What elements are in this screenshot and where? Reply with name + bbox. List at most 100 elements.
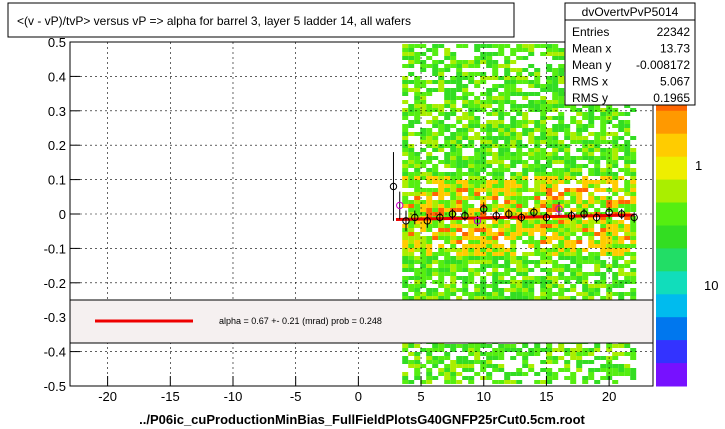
- heatmap-cell: [426, 144, 433, 148]
- heatmap-cell: [516, 120, 523, 124]
- heatmap-cell: [612, 176, 619, 180]
- heatmap-cell: [576, 252, 583, 256]
- heatmap-cell: [420, 276, 427, 280]
- heatmap-cell: [456, 344, 463, 348]
- heatmap-cell: [402, 128, 409, 132]
- heatmap-cell: [462, 224, 469, 228]
- heatmap-cell: [450, 244, 457, 248]
- heatmap-cell: [570, 160, 577, 164]
- heatmap-cell: [624, 244, 631, 248]
- heatmap-cell: [540, 348, 547, 352]
- heatmap-cell: [582, 228, 589, 232]
- heatmap-cell: [630, 268, 637, 272]
- heatmap-cell: [582, 200, 589, 204]
- heatmap-cell: [516, 232, 523, 236]
- colorbar-segment: [656, 363, 687, 387]
- heatmap-cell: [462, 208, 469, 212]
- heatmap-cell: [474, 244, 481, 248]
- heatmap-cell: [486, 240, 493, 244]
- heatmap-cell: [504, 232, 511, 236]
- heatmap-cell: [468, 92, 475, 96]
- heatmap-cell: [408, 248, 415, 252]
- heatmap-cell: [522, 132, 529, 136]
- heatmap-cell: [540, 252, 547, 256]
- heatmap-cell: [540, 128, 547, 132]
- heatmap-cell: [438, 372, 445, 376]
- heatmap-cell: [612, 260, 619, 264]
- heatmap-cell: [402, 264, 409, 268]
- heatmap-cell: [630, 356, 637, 360]
- heatmap-cell: [480, 188, 487, 192]
- heatmap-cell: [444, 352, 451, 356]
- heatmap-cell: [600, 108, 607, 112]
- heatmap-cell: [462, 44, 469, 48]
- heatmap-cell: [420, 204, 427, 208]
- heatmap-cell: [474, 272, 481, 276]
- heatmap-cell: [546, 276, 553, 280]
- heatmap-cell: [510, 92, 517, 96]
- heatmap-cell: [486, 236, 493, 240]
- heatmap-cell: [612, 372, 619, 376]
- heatmap-cell: [414, 188, 421, 192]
- heatmap-cell: [450, 380, 457, 384]
- heatmap-cell: [438, 132, 445, 136]
- heatmap-cell: [564, 296, 571, 300]
- heatmap-cell: [522, 92, 529, 96]
- heatmap-cell: [522, 240, 529, 244]
- heatmap-cell: [504, 204, 511, 208]
- heatmap-cell: [420, 224, 427, 228]
- heatmap-cell: [552, 200, 559, 204]
- heatmap-cell: [600, 232, 607, 236]
- heatmap-cell: [516, 192, 523, 196]
- heatmap-cell: [600, 272, 607, 276]
- heatmap-cell: [480, 104, 487, 108]
- heatmap-cell: [534, 104, 541, 108]
- heatmap-cell: [522, 76, 529, 80]
- heatmap-cell: [612, 152, 619, 156]
- heatmap-cell: [480, 80, 487, 84]
- heatmap-cell: [432, 48, 439, 52]
- heatmap-cell: [510, 356, 517, 360]
- heatmap-cell: [420, 200, 427, 204]
- heatmap-cell: [546, 88, 553, 92]
- heatmap-cell: [432, 192, 439, 196]
- heatmap-cell: [408, 88, 415, 92]
- heatmap-cell: [534, 144, 541, 148]
- heatmap-cell: [438, 88, 445, 92]
- heatmap-cell: [594, 256, 601, 260]
- heatmap-cell: [612, 148, 619, 152]
- colorbar-segment: [656, 340, 687, 364]
- heatmap-cell: [600, 252, 607, 256]
- heatmap-cell: [426, 256, 433, 260]
- heatmap-cell: [468, 360, 475, 364]
- heatmap-cell: [456, 108, 463, 112]
- heatmap-cell: [474, 292, 481, 296]
- heatmap-cell: [450, 88, 457, 92]
- heatmap-cell: [450, 152, 457, 156]
- heatmap-cell: [630, 156, 637, 160]
- y-tick-label: -0.5: [44, 379, 66, 394]
- x-tick-label: -15: [161, 389, 180, 404]
- heatmap-cell: [468, 60, 475, 64]
- heatmap-cell: [630, 296, 637, 300]
- heatmap-cell: [450, 132, 457, 136]
- heatmap-cell: [444, 256, 451, 260]
- heatmap-cell: [534, 72, 541, 76]
- heatmap-cell: [564, 152, 571, 156]
- heatmap-cell: [474, 136, 481, 140]
- heatmap-cell: [558, 228, 565, 232]
- heatmap-cell: [552, 84, 559, 88]
- heatmap-cell: [624, 264, 631, 268]
- heatmap-cell: [426, 48, 433, 52]
- heatmap-cell: [450, 196, 457, 200]
- heatmap-cell: [444, 236, 451, 240]
- heatmap-cell: [516, 256, 523, 260]
- heatmap-cell: [492, 84, 499, 88]
- heatmap-cell: [570, 284, 577, 288]
- heatmap-cell: [486, 196, 493, 200]
- heatmap-cell: [600, 200, 607, 204]
- heatmap-cell: [528, 236, 535, 240]
- heatmap-cell: [558, 192, 565, 196]
- heatmap-cell: [456, 128, 463, 132]
- heatmap-cell: [504, 156, 511, 160]
